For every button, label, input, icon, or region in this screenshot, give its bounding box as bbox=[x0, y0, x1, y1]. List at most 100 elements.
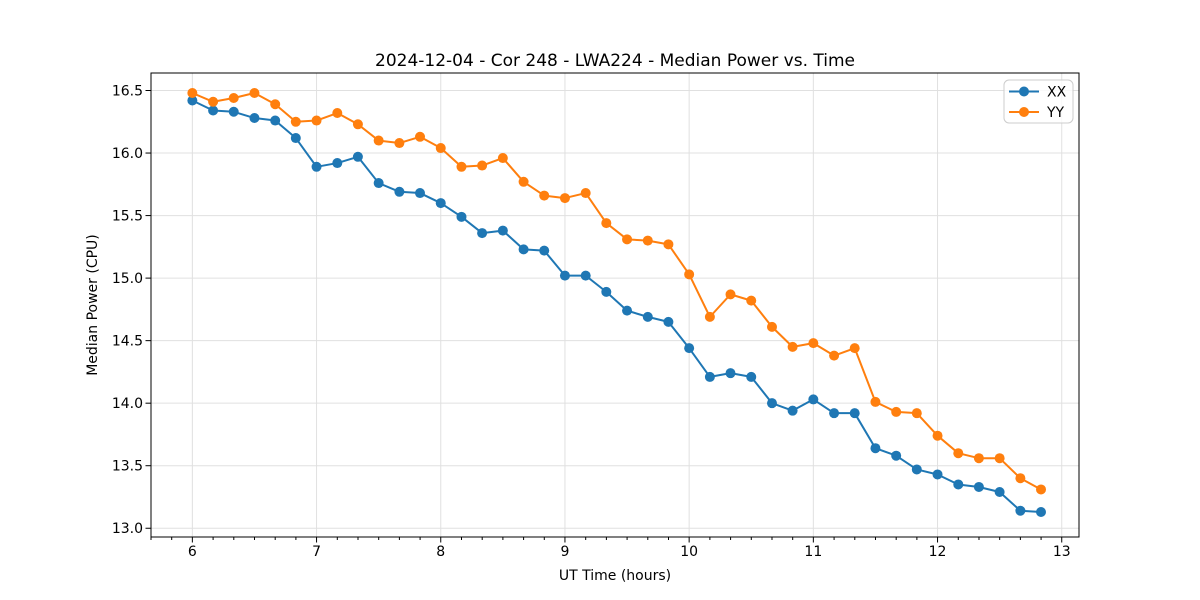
data-point-YY bbox=[539, 190, 550, 201]
data-point-YY bbox=[373, 135, 384, 146]
data-point-YY bbox=[435, 143, 446, 154]
data-point-YY bbox=[1036, 484, 1046, 495]
data-point-XX bbox=[911, 464, 922, 475]
x-tick-label: 12 bbox=[929, 544, 947, 560]
y-tick-label: 16.5 bbox=[112, 84, 143, 100]
y-tick-label: 14.5 bbox=[112, 334, 143, 350]
x-tick-label: 13 bbox=[1053, 544, 1071, 560]
data-point-YY bbox=[394, 138, 405, 149]
series-line-XX bbox=[191, 99, 1042, 513]
y-tick-label: 13.0 bbox=[112, 521, 143, 537]
data-point-YY bbox=[704, 311, 715, 322]
data-point-YY bbox=[891, 406, 902, 417]
data-point-XX bbox=[187, 95, 198, 106]
data-point-XX bbox=[891, 450, 902, 461]
data-point-YY bbox=[973, 453, 984, 464]
legend-label-YY: YY bbox=[1046, 105, 1065, 121]
y-tick-label: 13.5 bbox=[112, 459, 143, 475]
x-tick-label: 11 bbox=[804, 544, 822, 560]
data-point-XX bbox=[932, 469, 943, 480]
data-point-YY bbox=[766, 321, 777, 332]
data-point-YY bbox=[746, 295, 757, 306]
data-point-YY bbox=[270, 99, 281, 110]
data-point-XX bbox=[994, 486, 1005, 497]
data-point-YY bbox=[622, 234, 633, 245]
data-point-XX bbox=[1036, 506, 1046, 517]
data-point-YY bbox=[663, 239, 674, 250]
data-point-XX bbox=[622, 305, 633, 316]
legend-marker-XX bbox=[1019, 86, 1029, 97]
data-point-XX bbox=[352, 151, 363, 162]
data-point-XX bbox=[684, 343, 695, 354]
data-point-YY bbox=[497, 153, 508, 164]
data-point-YY bbox=[311, 115, 322, 126]
x-tick-label: 10 bbox=[680, 544, 698, 560]
data-point-YY bbox=[352, 119, 363, 130]
data-point-YY bbox=[601, 218, 612, 229]
data-point-YY bbox=[808, 338, 819, 349]
data-point-XX bbox=[663, 316, 674, 327]
data-point-XX bbox=[849, 408, 860, 419]
data-point-XX bbox=[746, 371, 757, 382]
data-point-XX bbox=[704, 371, 715, 382]
data-point-XX bbox=[415, 188, 426, 199]
data-point-YY bbox=[477, 160, 488, 171]
data-point-YY bbox=[849, 343, 860, 354]
data-point-XX bbox=[497, 225, 508, 236]
data-point-XX bbox=[518, 244, 529, 255]
data-point-XX bbox=[601, 286, 612, 297]
data-point-YY bbox=[870, 396, 881, 407]
data-point-XX bbox=[208, 105, 219, 116]
data-point-YY bbox=[456, 161, 467, 172]
data-point-XX bbox=[290, 133, 301, 144]
grid-layer bbox=[151, 73, 1079, 537]
data-point-YY bbox=[994, 453, 1005, 464]
y-tick-label: 14.0 bbox=[112, 396, 143, 412]
x-axis-label: UT Time (hours) bbox=[559, 568, 671, 584]
data-point-XX bbox=[373, 178, 384, 189]
data-point-XX bbox=[228, 106, 239, 117]
data-point-YY bbox=[580, 188, 591, 199]
data-point-XX bbox=[580, 270, 591, 281]
data-point-YY bbox=[187, 88, 198, 99]
chart-title: 2024-12-04 - Cor 248 - LWA224 - Median P… bbox=[375, 51, 855, 71]
data-layer bbox=[187, 88, 1046, 517]
plot-border bbox=[150, 72, 1080, 538]
data-point-YY bbox=[642, 235, 653, 246]
data-point-XX bbox=[435, 198, 446, 209]
data-point-YY bbox=[725, 289, 736, 300]
data-point-XX bbox=[808, 394, 819, 405]
data-point-XX bbox=[477, 228, 488, 239]
data-point-YY bbox=[332, 108, 343, 119]
data-point-YY bbox=[829, 350, 840, 361]
data-point-YY bbox=[518, 176, 529, 187]
x-tick-label: 6 bbox=[188, 544, 197, 560]
data-point-YY bbox=[1015, 473, 1026, 484]
data-point-XX bbox=[973, 481, 984, 492]
data-point-YY bbox=[208, 96, 219, 107]
data-point-XX bbox=[953, 479, 964, 490]
series-line-YY bbox=[191, 92, 1042, 491]
data-point-YY bbox=[559, 193, 570, 204]
data-point-XX bbox=[394, 186, 405, 197]
data-point-XX bbox=[332, 158, 343, 169]
data-point-XX bbox=[311, 161, 322, 172]
y-tick-label: 16.0 bbox=[112, 146, 143, 162]
data-point-YY bbox=[911, 408, 922, 419]
data-point-YY bbox=[249, 88, 260, 99]
data-point-XX bbox=[456, 211, 467, 222]
data-point-XX bbox=[829, 408, 840, 419]
y-tick-label: 15.0 bbox=[112, 271, 143, 287]
data-point-YY bbox=[228, 93, 239, 104]
data-point-XX bbox=[766, 398, 777, 409]
y-axis-label: Median Power (CPU) bbox=[85, 234, 101, 376]
data-point-YY bbox=[290, 116, 301, 127]
legend-label-XX: XX bbox=[1047, 85, 1067, 101]
tick-label-layer: 6 7 8 9 10 11 12 13 13.0 13.5 14.0 14.5 15.0 15.5 16.0… bbox=[112, 84, 1071, 560]
data-point-XX bbox=[725, 368, 736, 379]
data-point-XX bbox=[787, 405, 798, 416]
legend-marker-YY bbox=[1019, 107, 1029, 117]
data-point-YY bbox=[415, 131, 426, 142]
